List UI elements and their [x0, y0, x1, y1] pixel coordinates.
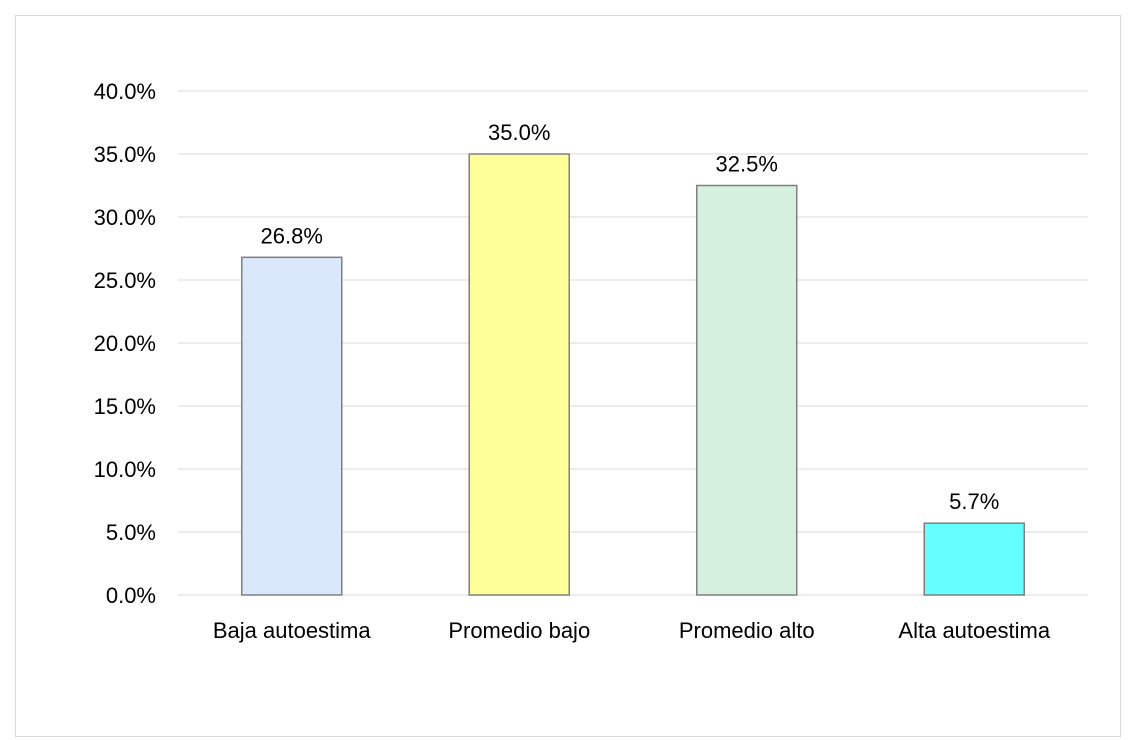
bar	[241, 256, 343, 596]
bar	[923, 522, 1025, 596]
data-label: 5.7%	[949, 489, 999, 514]
y-tick-label: 40.0%	[94, 79, 156, 104]
y-tick-label: 20.0%	[94, 331, 156, 356]
y-tick-label: 25.0%	[94, 268, 156, 293]
x-tick-label: Promedio alto	[679, 618, 815, 643]
data-labels: 26.8% 35.0% 32.5% 5.7%	[261, 120, 1000, 514]
x-axis-labels: Baja autoestima Promedio bajo Promedio alt…	[213, 618, 1051, 643]
x-tick-label: Promedio bajo	[448, 618, 590, 643]
y-axis-ticks: 0.0% 5.0% 10.0% 15.0% 20.0% 25.0% 30.0% 35.0% 40…	[94, 79, 156, 608]
data-label: 35.0%	[488, 120, 550, 145]
x-tick-label: Alta autoestima	[898, 618, 1050, 643]
y-tick-label: 0.0%	[106, 583, 156, 608]
bars	[241, 153, 1025, 596]
bar	[468, 153, 570, 596]
data-label: 32.5%	[716, 152, 778, 177]
bar	[696, 184, 798, 596]
data-label: 26.8%	[261, 223, 323, 248]
x-tick-label: Baja autoestima	[213, 618, 372, 643]
y-tick-label: 15.0%	[94, 394, 156, 419]
y-tick-label: 30.0%	[94, 205, 156, 230]
y-tick-label: 35.0%	[94, 142, 156, 167]
y-tick-label: 10.0%	[94, 457, 156, 482]
y-tick-label: 5.0%	[106, 520, 156, 545]
